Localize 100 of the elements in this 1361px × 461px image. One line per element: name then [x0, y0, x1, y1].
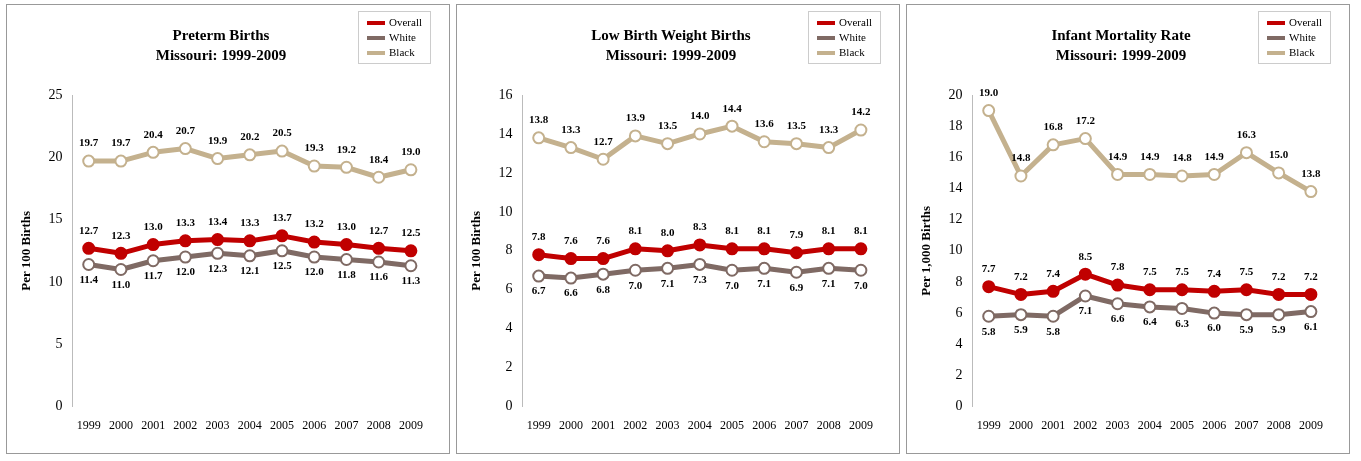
chart-title: Infant Mortality Rate: [1051, 26, 1191, 43]
y-tick-label: 0: [955, 398, 963, 414]
data-label: 14.0: [690, 109, 710, 122]
point: [1207, 167, 1221, 181]
data-label: 13.5: [657, 119, 678, 132]
point: [532, 269, 546, 283]
x-tick-label: 2007: [334, 417, 359, 432]
data-label: 14.4: [722, 101, 743, 114]
y-tick-label: 2: [955, 367, 963, 383]
point: [757, 261, 771, 275]
data-label: 6.6: [1110, 312, 1125, 325]
point: [661, 244, 675, 258]
x-tick-label: 2007: [784, 417, 809, 432]
x-tick-label: 2000: [108, 417, 133, 432]
y-tick-label: 16: [948, 148, 963, 164]
data-label: 6.6: [564, 286, 579, 299]
y-tick-label: 14: [498, 125, 513, 141]
point: [243, 234, 257, 248]
data-label: 13.2: [304, 217, 325, 230]
point: [789, 265, 803, 279]
point: [275, 144, 289, 158]
point: [1239, 308, 1253, 322]
x-tick-label: 2004: [1137, 417, 1162, 432]
data-label: 12.7: [79, 223, 99, 236]
x-tick-label: 2008: [366, 417, 391, 432]
data-label: 11.4: [79, 272, 99, 285]
x-tick-label: 1999: [976, 417, 1001, 432]
data-label: 8.3: [692, 220, 708, 233]
data-label: 14.2: [851, 105, 872, 118]
x-tick-label: 2002: [1073, 417, 1098, 432]
point: [1046, 138, 1060, 152]
data-label: 8.1: [628, 224, 643, 237]
point: [146, 238, 160, 252]
x-tick-label: 1999: [526, 417, 551, 432]
point: [854, 263, 868, 277]
data-label: 8.1: [725, 224, 739, 237]
data-label: 7.6: [564, 233, 579, 246]
point: [211, 152, 225, 166]
point: [1014, 169, 1028, 183]
point: [596, 252, 610, 266]
data-label: 20.5: [272, 126, 293, 139]
point: [789, 246, 803, 260]
y-tick-label: 5: [55, 335, 63, 351]
point: [822, 242, 836, 256]
x-tick-label: 2004: [687, 417, 712, 432]
y-axis-title: Per 100 Births: [468, 210, 484, 291]
point: [307, 250, 321, 264]
point: [211, 233, 225, 247]
data-label: 5.9: [1239, 323, 1254, 336]
point: [1111, 297, 1125, 311]
data-label: 12.5: [272, 259, 293, 272]
point: [146, 145, 160, 159]
point: [372, 255, 386, 269]
data-label: 17.2: [1075, 113, 1096, 126]
data-label: 20.2: [240, 130, 260, 143]
point: [628, 129, 642, 143]
y-tick-label: 20: [948, 86, 963, 102]
point: [114, 154, 128, 168]
point: [661, 261, 675, 275]
x-tick-label: 2001: [591, 417, 616, 432]
data-label: 7.8: [531, 230, 547, 243]
data-label: 7.2: [1304, 269, 1319, 282]
point: [628, 242, 642, 256]
data-label: 13.5: [786, 119, 807, 132]
point: [1143, 167, 1157, 181]
x-tick-label: 2000: [1008, 417, 1033, 432]
point: [661, 137, 675, 151]
point: [372, 241, 386, 255]
data-label: 6.7: [531, 284, 547, 297]
point: [1272, 287, 1286, 301]
data-label: 7.0: [725, 278, 740, 291]
point: [1111, 278, 1125, 292]
point: [725, 242, 739, 256]
data-label: 18.4: [369, 152, 389, 165]
y-tick-label: 0: [505, 398, 513, 414]
x-tick-label: 2005: [720, 417, 745, 432]
data-label: 7.5: [1175, 265, 1190, 278]
chart-subtitle: Missouri: 1999-2009: [155, 46, 287, 63]
data-label: 6.9: [789, 280, 804, 293]
data-label: 7.3: [692, 272, 708, 285]
chart-title: Preterm Births: [172, 26, 270, 43]
point: [178, 250, 192, 264]
data-label: 12.3: [111, 228, 132, 241]
x-tick-label: 2001: [1041, 417, 1066, 432]
data-label: 5.9: [1271, 323, 1287, 336]
x-tick-label: 2009: [848, 417, 873, 432]
data-label: 7.5: [1239, 265, 1254, 278]
point: [307, 235, 321, 249]
point: [1175, 169, 1189, 183]
point: [404, 244, 418, 258]
data-label: 19.2: [336, 142, 357, 155]
data-label: 8.1: [854, 224, 868, 237]
x-tick-label: 2001: [141, 417, 166, 432]
point: [1304, 185, 1318, 199]
point: [1046, 309, 1060, 323]
data-label: 7.5: [1142, 265, 1158, 278]
point: [1175, 301, 1189, 315]
point: [1304, 305, 1318, 319]
data-label: 7.8: [1110, 260, 1125, 273]
x-tick-label: 2003: [655, 417, 680, 432]
